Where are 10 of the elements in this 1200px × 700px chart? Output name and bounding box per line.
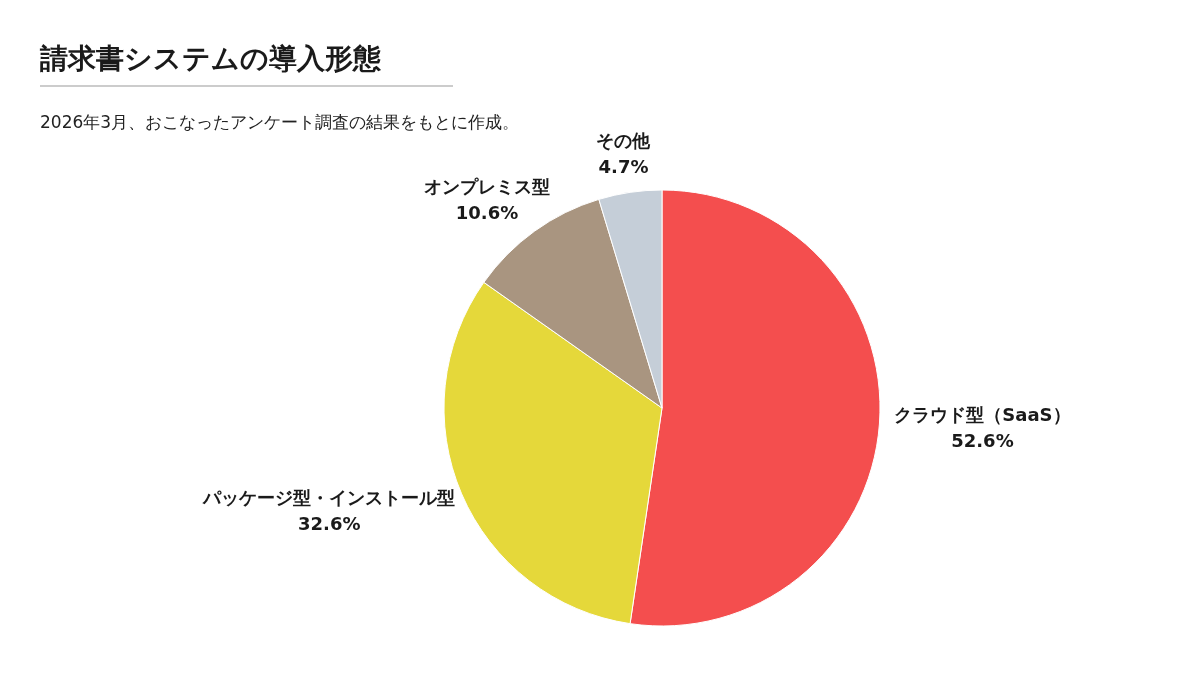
data-label: 4.7% — [598, 155, 649, 177]
slice-label: クラウド型（SaaS） — [894, 403, 1071, 425]
data-label: 52.6% — [951, 429, 1014, 451]
slice-label: オンプレミス型 — [424, 175, 551, 197]
slice-label: パッケージ型・インストール型 — [202, 486, 456, 508]
data-label: 32.6% — [298, 512, 361, 534]
chart-subtitle: 2026年3月、おこなったアンケート調査の結果をもとに作成。 — [40, 112, 520, 132]
chart-title: 請求書システムの導入形態 — [39, 42, 382, 75]
slice-label: その他 — [596, 129, 652, 151]
data-label: 10.6% — [455, 201, 519, 223]
